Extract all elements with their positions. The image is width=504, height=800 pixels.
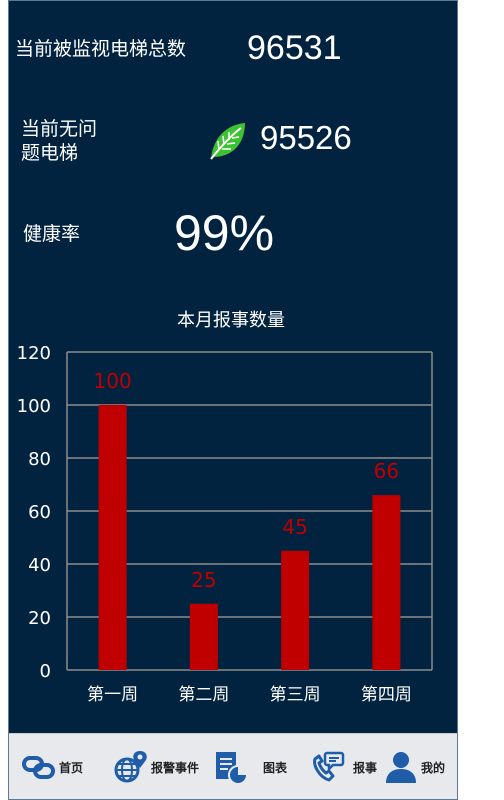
user-icon (383, 749, 419, 785)
healthy-elevators-label-line1: 当前无问 (21, 118, 98, 140)
chart-bars (98, 405, 401, 670)
link-icon (21, 749, 57, 785)
bar-data-label: 100 (94, 369, 132, 393)
nav-item-report[interactable]: 报事 (309, 734, 378, 799)
chart-x-axis: 第一周 第二周 第三周 第四周 (87, 685, 412, 705)
x-tick-label: 第三周 (270, 685, 321, 705)
nav-label-charts: 图表 (263, 760, 288, 775)
y-tick-label: 40 (28, 555, 51, 576)
y-tick-label: 120 (17, 343, 51, 364)
chart-data-labels: 100 25 45 66 (94, 369, 400, 592)
healthy-elevators-label: 当前无问 题电梯 (21, 117, 97, 165)
nav-item-charts[interactable]: 图表 (213, 734, 288, 799)
nav-item-alarm-events[interactable]: 报警事件 (113, 734, 200, 799)
bar-data-label: 45 (282, 515, 307, 539)
monitored-elevators-label: 当前被监视电梯总数 (15, 38, 187, 60)
x-tick-label: 第二周 (178, 685, 229, 705)
monitored-elevators-value: 96531 (247, 29, 342, 67)
chart-bar (281, 550, 310, 670)
nav-item-profile[interactable]: 我的 (383, 734, 446, 799)
x-tick-label: 第四周 (361, 685, 412, 705)
bar-data-label: 66 (374, 459, 399, 483)
healthy-elevators-label-line2: 题电梯 (21, 142, 79, 164)
nav-label-profile: 我的 (421, 760, 446, 775)
dashboard-panel: 当前被监视电梯总数 96531 当前无问 题电梯 95526 健康率 99% 本… (9, 1, 457, 733)
chart-y-axis: 0 20 40 60 80 100 120 (17, 343, 51, 682)
nav-label-alarm-events: 报警事件 (151, 760, 200, 775)
y-tick-label: 60 (28, 502, 51, 523)
bar-data-label: 25 (191, 568, 216, 592)
globe-pin-icon (113, 749, 149, 785)
chart-title: 本月报事数量 (177, 310, 285, 331)
nav-label-report: 报事 (353, 760, 378, 775)
phone-chat-icon (309, 749, 345, 785)
y-tick-label: 80 (28, 449, 51, 470)
y-tick-label: 100 (17, 396, 51, 417)
report-chart-icon (213, 749, 249, 785)
x-tick-label: 第一周 (87, 685, 138, 705)
leaf-icon (205, 119, 249, 163)
nav-item-home[interactable]: 首页 (21, 734, 84, 799)
chart-bar (189, 603, 218, 670)
chart-bar (98, 405, 127, 670)
bottom-nav-bar: 首页 报警事件 (9, 733, 457, 799)
health-rate-value: 99% (174, 205, 275, 261)
chart-bar (372, 495, 401, 670)
app-screen: 当前被监视电梯总数 96531 当前无问 题电梯 95526 健康率 99% 本… (8, 0, 458, 800)
y-tick-label: 0 (40, 661, 51, 682)
y-tick-label: 20 (28, 608, 51, 629)
healthy-elevators-value: 95526 (260, 119, 352, 156)
nav-label-home: 首页 (59, 760, 84, 775)
weekly-report-chart: 本月报事数量 020406080100120 100254566 第一周 第二周第… (17, 310, 433, 705)
health-rate-label: 健康率 (23, 223, 81, 245)
chart-grid (66, 351, 433, 671)
